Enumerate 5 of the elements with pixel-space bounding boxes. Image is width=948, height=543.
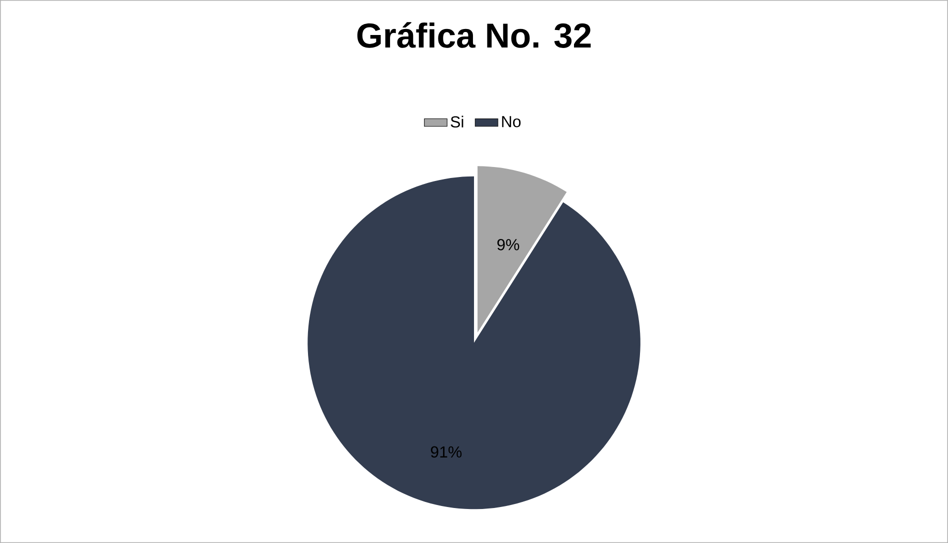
legend-label: No	[502, 116, 521, 128]
data-label: 91%	[430, 446, 462, 458]
chart-title: Gráfica No. 32	[357, 22, 591, 48]
legend-label: Si	[450, 116, 464, 128]
data-label: 9%	[497, 239, 520, 250]
